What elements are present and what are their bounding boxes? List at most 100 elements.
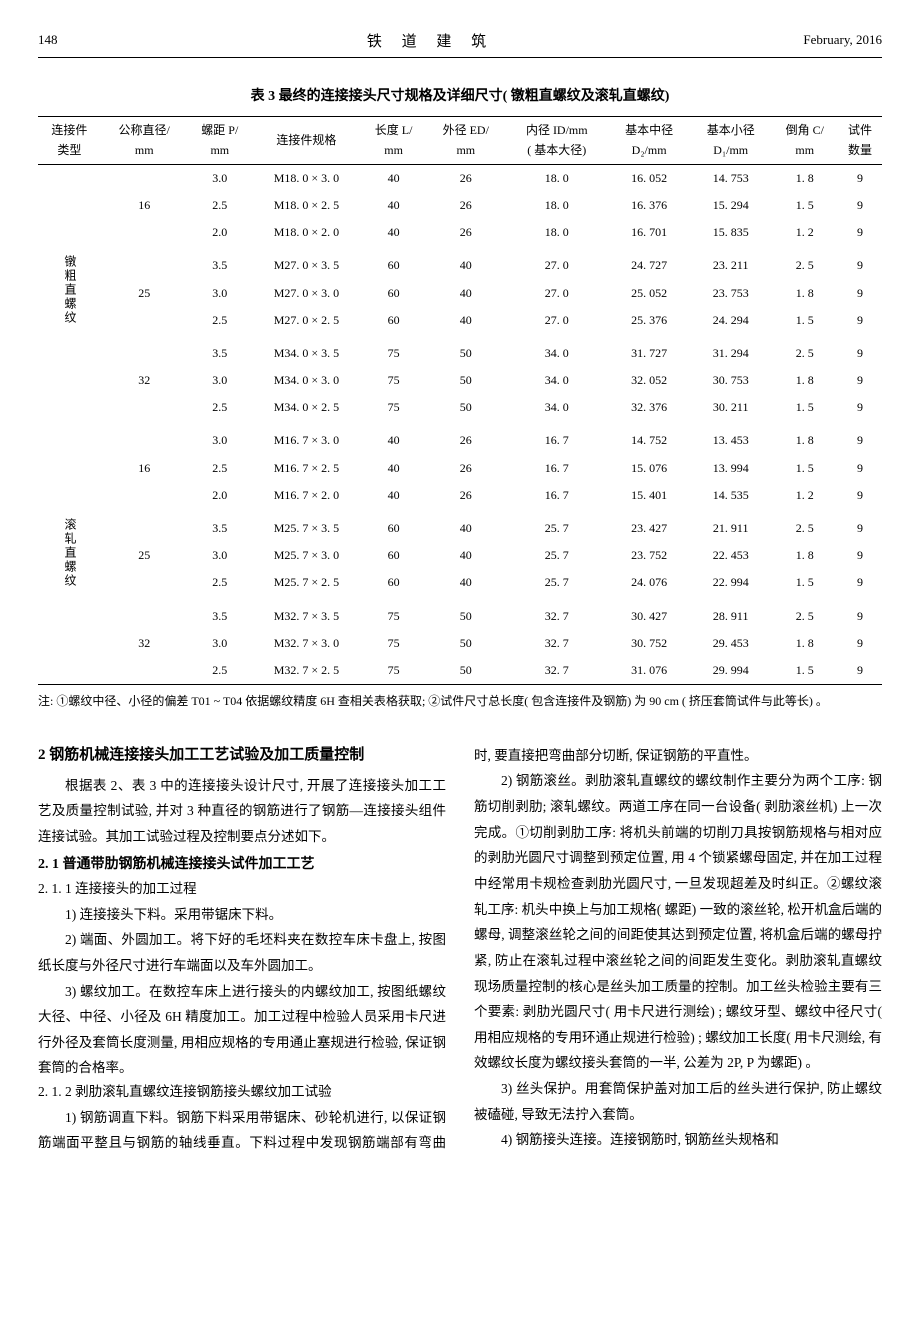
data-cell: 32. 052: [608, 367, 690, 394]
data-cell: 3.5: [188, 246, 252, 279]
data-cell: 9: [838, 280, 882, 307]
data-cell: M25. 7 × 2. 5: [252, 569, 361, 596]
data-cell: 30. 211: [690, 394, 772, 421]
table-row: 滚轧直螺纹163.0M16. 7 × 3. 0402616. 714. 7521…: [38, 421, 882, 454]
data-cell: 1. 5: [772, 307, 838, 334]
data-cell: 9: [838, 164, 882, 192]
data-cell: 40: [426, 307, 505, 334]
para-5: 2) 钢筋滚丝。剥肋滚轧直螺纹的螺纹制作主要分为两个工序: 钢筋切削剥肋; 滚轧…: [474, 768, 882, 1076]
table-title: 表 3 最终的连接接头尺寸规格及详细尺寸( 镦粗直螺纹及滚轧直螺纹): [38, 86, 882, 108]
data-cell: 26: [426, 219, 505, 246]
data-cell: 2.5: [188, 569, 252, 596]
data-cell: 40: [361, 192, 426, 219]
col-type: 连接件类型: [38, 117, 101, 164]
data-cell: 15. 076: [608, 455, 690, 482]
data-cell: 27. 0: [505, 307, 608, 334]
data-cell: 9: [838, 482, 882, 509]
data-cell: 22. 994: [690, 569, 772, 596]
data-cell: 23. 752: [608, 542, 690, 569]
data-cell: 32. 376: [608, 394, 690, 421]
data-cell: 40: [426, 569, 505, 596]
data-cell: 2.0: [188, 219, 252, 246]
data-cell: 29. 994: [690, 657, 772, 685]
data-cell: 3.0: [188, 630, 252, 657]
data-cell: 40: [361, 164, 426, 192]
data-cell: 9: [838, 192, 882, 219]
data-cell: 2.5: [188, 657, 252, 685]
data-cell: 2.5: [188, 192, 252, 219]
data-cell: 1. 5: [772, 192, 838, 219]
data-cell: 31. 294: [690, 334, 772, 367]
data-cell: 60: [361, 542, 426, 569]
data-cell: 32. 7: [505, 630, 608, 657]
data-cell: 3.0: [188, 164, 252, 192]
data-cell: M34. 0 × 3. 5: [252, 334, 361, 367]
data-cell: 16. 7: [505, 455, 608, 482]
data-cell: 9: [838, 307, 882, 334]
data-cell: 1. 5: [772, 569, 838, 596]
col-n: 试件数量: [838, 117, 882, 164]
data-cell: M27. 0 × 3. 5: [252, 246, 361, 279]
data-cell: M27. 0 × 2. 5: [252, 307, 361, 334]
data-cell: 21. 911: [690, 509, 772, 542]
data-cell: 60: [361, 509, 426, 542]
data-cell: 9: [838, 421, 882, 454]
data-cell: 24. 076: [608, 569, 690, 596]
data-cell: 14. 752: [608, 421, 690, 454]
data-cell: 50: [426, 597, 505, 630]
data-cell: 2. 5: [772, 334, 838, 367]
table-row: 253.5M25. 7 × 3. 5604025. 723. 42721. 91…: [38, 509, 882, 542]
col-D1: 基本小径D₁/mm: [690, 117, 772, 164]
data-cell: 2.5: [188, 455, 252, 482]
data-cell: 34. 0: [505, 394, 608, 421]
data-cell: 9: [838, 334, 882, 367]
data-cell: 1. 8: [772, 280, 838, 307]
diameter-cell: 32: [101, 334, 188, 422]
data-cell: 34. 0: [505, 334, 608, 367]
data-cell: 3.0: [188, 542, 252, 569]
data-cell: 3.0: [188, 367, 252, 394]
data-cell: 60: [361, 569, 426, 596]
data-cell: 40: [426, 542, 505, 569]
data-cell: M16. 7 × 2. 5: [252, 455, 361, 482]
data-cell: 40: [361, 482, 426, 509]
data-cell: 60: [361, 307, 426, 334]
data-cell: 40: [426, 280, 505, 307]
data-cell: 9: [838, 509, 882, 542]
data-cell: 25. 7: [505, 542, 608, 569]
data-cell: M32. 7 × 3. 5: [252, 597, 361, 630]
data-cell: 1. 2: [772, 482, 838, 509]
data-cell: M16. 7 × 2. 0: [252, 482, 361, 509]
data-cell: 25. 376: [608, 307, 690, 334]
table-row: 323.5M34. 0 × 3. 5755034. 031. 72731. 29…: [38, 334, 882, 367]
data-cell: 9: [838, 455, 882, 482]
data-cell: 3.5: [188, 509, 252, 542]
para-2: 2) 端面、外圆加工。将下好的毛坯料夹在数控车床卡盘上, 按图纸长度与外径尺寸进…: [38, 927, 446, 978]
section-2-1-heading: 2. 1 普通带肋钢筋机械连接接头试件加工工艺: [38, 854, 446, 876]
para-1: 1) 连接接头下料。采用带锯床下料。: [38, 902, 446, 928]
data-cell: M32. 7 × 2. 5: [252, 657, 361, 685]
data-cell: 2.5: [188, 307, 252, 334]
data-cell: 25. 7: [505, 569, 608, 596]
data-cell: 9: [838, 597, 882, 630]
data-cell: M18. 0 × 3. 0: [252, 164, 361, 192]
data-cell: 1. 8: [772, 421, 838, 454]
data-cell: 25. 052: [608, 280, 690, 307]
diameter-cell: 16: [101, 421, 188, 509]
data-cell: 75: [361, 394, 426, 421]
section-2-1-1-heading: 2. 1. 1 连接接头的加工过程: [38, 878, 446, 900]
data-cell: 75: [361, 630, 426, 657]
col-C: 倒角 C/mm: [772, 117, 838, 164]
type-label: 镦粗直螺纹: [60, 255, 79, 325]
data-cell: 9: [838, 630, 882, 657]
table-header-row: 连接件类型 公称直径/mm 螺距 P/mm 连接件规格 长度 L/mm 外径 E…: [38, 117, 882, 164]
data-cell: 15. 835: [690, 219, 772, 246]
data-cell: 14. 535: [690, 482, 772, 509]
col-spec: 连接件规格: [252, 117, 361, 164]
data-cell: 30. 752: [608, 630, 690, 657]
data-cell: 30. 427: [608, 597, 690, 630]
data-cell: 2. 5: [772, 246, 838, 279]
data-cell: 3.5: [188, 334, 252, 367]
data-cell: 23. 427: [608, 509, 690, 542]
data-cell: 26: [426, 192, 505, 219]
